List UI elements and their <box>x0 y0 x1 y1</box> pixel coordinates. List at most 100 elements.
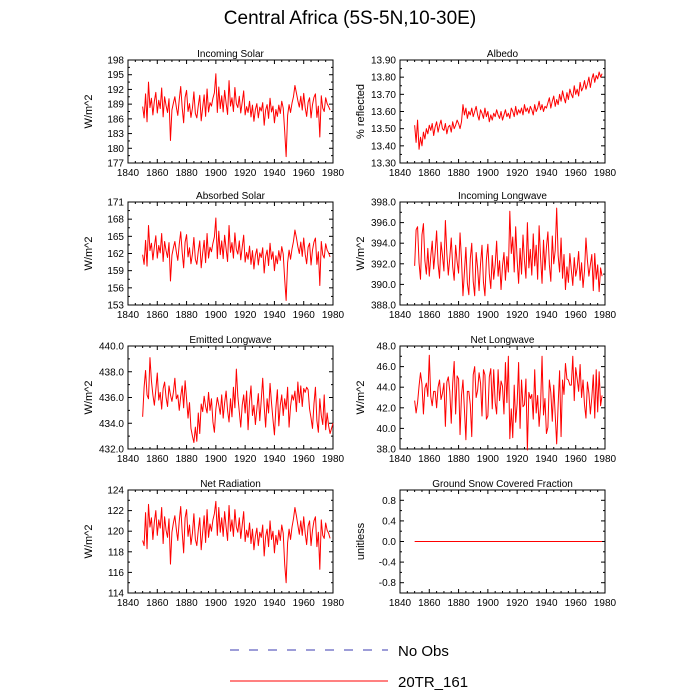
y-tick-label: 122 <box>107 506 124 517</box>
y-tick-label: 171 <box>107 198 124 209</box>
y-axis-label: W/m^2 <box>355 237 367 271</box>
panel-frame <box>127 59 334 164</box>
x-tick-label: 1920 <box>506 310 529 321</box>
x-tick-label: 1920 <box>506 168 529 179</box>
y-tick-label: 180 <box>107 144 124 155</box>
x-tick-label: 1980 <box>594 168 617 179</box>
y-tick-label: 189 <box>107 100 124 111</box>
y-tick-label: 46.0 <box>377 362 397 373</box>
y-tick-label: 436.0 <box>99 393 124 404</box>
panel-3: Incoming Longwave 1840 1860 1880 1900 1920 194… <box>355 191 617 321</box>
legend: No Obs 20TR_161 <box>230 643 468 691</box>
x-tick-label: 1920 <box>234 454 257 465</box>
x-tick-label: 1840 <box>389 598 412 609</box>
y-tick-label: 438.0 <box>99 367 124 378</box>
y-tick-label: 156 <box>107 283 124 294</box>
x-tick-label: 1900 <box>205 310 228 321</box>
y-tick-label: 48.0 <box>377 342 397 353</box>
x-tick-label: 1860 <box>418 168 441 179</box>
panel-6: Net Radiation 1840 1860 1880 1900 1920 1940 196… <box>83 479 345 609</box>
x-tick-label: 1920 <box>234 168 257 179</box>
y-tick-label: 13.40 <box>371 141 396 152</box>
y-tick-label: 394.0 <box>371 239 396 250</box>
series-line-0 <box>414 354 603 451</box>
y-tick-label: -0.4 <box>379 558 397 569</box>
x-tick-label: 1940 <box>535 168 558 179</box>
panel-2: Absorbed Solar 1840 1860 1880 1900 1920 1940 19… <box>83 191 345 321</box>
series-line-0 <box>142 73 331 158</box>
y-tick-label: 0.4 <box>382 516 396 527</box>
x-tick-label: 1920 <box>234 598 257 609</box>
y-tick-label: 13.70 <box>371 90 396 101</box>
y-tick-label: -0.8 <box>379 578 397 589</box>
panel-frame <box>399 59 606 164</box>
x-tick-label: 1980 <box>594 454 617 465</box>
panel-title: Absorbed Solar <box>196 191 266 202</box>
x-tick-label: 1860 <box>418 310 441 321</box>
y-tick-label: 195 <box>107 70 124 81</box>
y-tick-label: 183 <box>107 129 124 140</box>
x-tick-label: 1860 <box>146 310 169 321</box>
panel-1: Albedo 1840 1860 1880 1900 1920 1940 1960 1980 13… <box>355 49 617 179</box>
x-tick-label: 1840 <box>117 598 140 609</box>
x-tick-label: 1880 <box>447 454 470 465</box>
x-tick-label: 1940 <box>263 598 286 609</box>
x-tick-label: 1960 <box>293 454 316 465</box>
panel-4: Emitted Longwave 1840 1860 1880 1900 1920 1940… <box>83 335 345 465</box>
x-tick-label: 1960 <box>293 168 316 179</box>
x-tick-label: 1840 <box>117 310 140 321</box>
x-tick-label: 1980 <box>322 598 345 609</box>
y-axis-label: W/m^2 <box>355 381 367 415</box>
x-tick-label: 1980 <box>322 310 345 321</box>
y-tick-label: 159 <box>107 266 124 277</box>
y-tick-label: 398.0 <box>371 198 396 209</box>
series-line-0 <box>142 500 331 584</box>
y-tick-label: 192 <box>107 85 124 96</box>
x-tick-label: 1940 <box>263 454 286 465</box>
x-tick-label: 1900 <box>477 168 500 179</box>
x-tick-label: 1980 <box>594 598 617 609</box>
y-tick-label: 0.8 <box>382 496 396 507</box>
x-tick-label: 1880 <box>447 310 470 321</box>
y-tick-label: 396.0 <box>371 218 396 229</box>
panel-7: Ground Snow Covered Fraction 1840 1860 1880… <box>355 479 617 609</box>
x-tick-label: 1860 <box>146 598 169 609</box>
y-axis-label: W/m^2 <box>83 525 95 559</box>
x-tick-label: 1920 <box>234 310 257 321</box>
y-tick-label: 42.0 <box>377 403 397 414</box>
x-tick-label: 1940 <box>263 310 286 321</box>
series-line-0 <box>142 217 331 301</box>
y-tick-label: 13.60 <box>371 107 396 118</box>
y-tick-label: 120 <box>107 527 124 538</box>
y-tick-label: 114 <box>108 589 124 600</box>
y-axis-label: W/m^2 <box>83 95 95 129</box>
x-tick-label: 1940 <box>535 598 558 609</box>
x-tick-label: 1900 <box>205 454 228 465</box>
y-axis-label: W/m^2 <box>83 237 95 271</box>
x-tick-label: 1840 <box>389 454 412 465</box>
y-tick-label: 118 <box>108 547 124 558</box>
series-line-0 <box>414 207 603 297</box>
x-tick-label: 1860 <box>146 168 169 179</box>
panel-title: Incoming Solar <box>197 49 264 60</box>
y-tick-label: 13.80 <box>371 73 396 84</box>
y-tick-label: 13.90 <box>371 56 396 67</box>
y-tick-label: 153 <box>107 301 124 312</box>
x-tick-label: 1840 <box>389 310 412 321</box>
x-tick-label: 1960 <box>565 454 588 465</box>
x-tick-label: 1900 <box>477 454 500 465</box>
y-axis-label: % reflected <box>355 84 367 139</box>
y-tick-label: 440.0 <box>99 342 124 353</box>
series-line-0 <box>142 357 334 444</box>
x-tick-label: 1960 <box>565 598 588 609</box>
panel-title: Albedo <box>487 49 519 60</box>
y-tick-label: 168 <box>107 215 124 226</box>
x-tick-label: 1940 <box>263 168 286 179</box>
y-tick-label: 392.0 <box>371 259 396 270</box>
x-tick-label: 1960 <box>293 310 316 321</box>
x-tick-label: 1880 <box>175 454 198 465</box>
x-tick-label: 1980 <box>322 168 345 179</box>
x-tick-label: 1980 <box>322 454 345 465</box>
y-tick-label: 434.0 <box>99 419 124 430</box>
panel-title: Ground Snow Covered Fraction <box>432 479 573 490</box>
